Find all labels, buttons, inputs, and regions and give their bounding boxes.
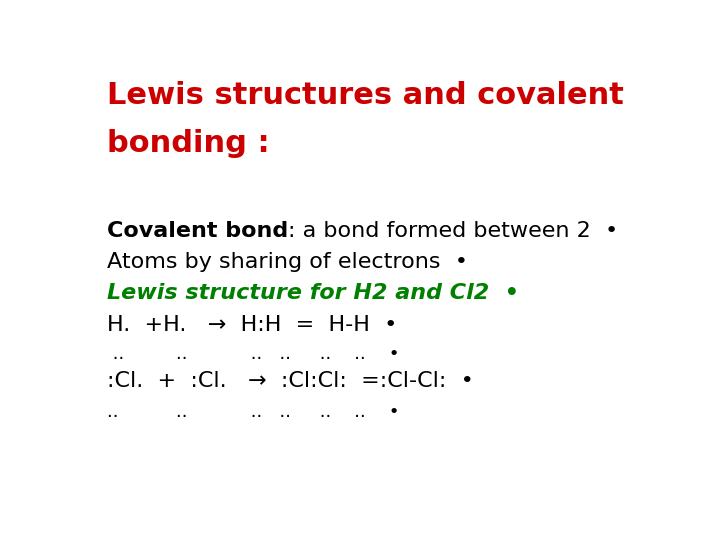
Text: :Cl.  +  :Cl.   →  :Cl:Cl:  =:Cl-Cl:  •: :Cl. + :Cl. → :Cl:Cl: =:Cl-Cl: • [107,371,474,391]
Text: Covalent bond: Covalent bond [107,221,288,241]
Text: Lewis structures and covalent: Lewis structures and covalent [107,82,624,111]
Text: Lewis structure for H2 and Cl2  •: Lewis structure for H2 and Cl2 • [107,284,518,303]
Text: ..         ..           ..   ..     ..    ..    •: .. .. .. .. .. .. • [107,345,399,363]
Text: H.  +H.   →  H:H  =  H-H  •: H. +H. → H:H = H-H • [107,315,397,335]
Text: bonding :: bonding : [107,129,269,158]
Text: : a bond formed between 2  •: : a bond formed between 2 • [288,221,618,241]
Text: Atoms by sharing of electrons  •: Atoms by sharing of electrons • [107,252,468,272]
Text: ..          ..           ..   ..     ..    ..    •: .. .. .. .. .. .. • [107,403,399,421]
